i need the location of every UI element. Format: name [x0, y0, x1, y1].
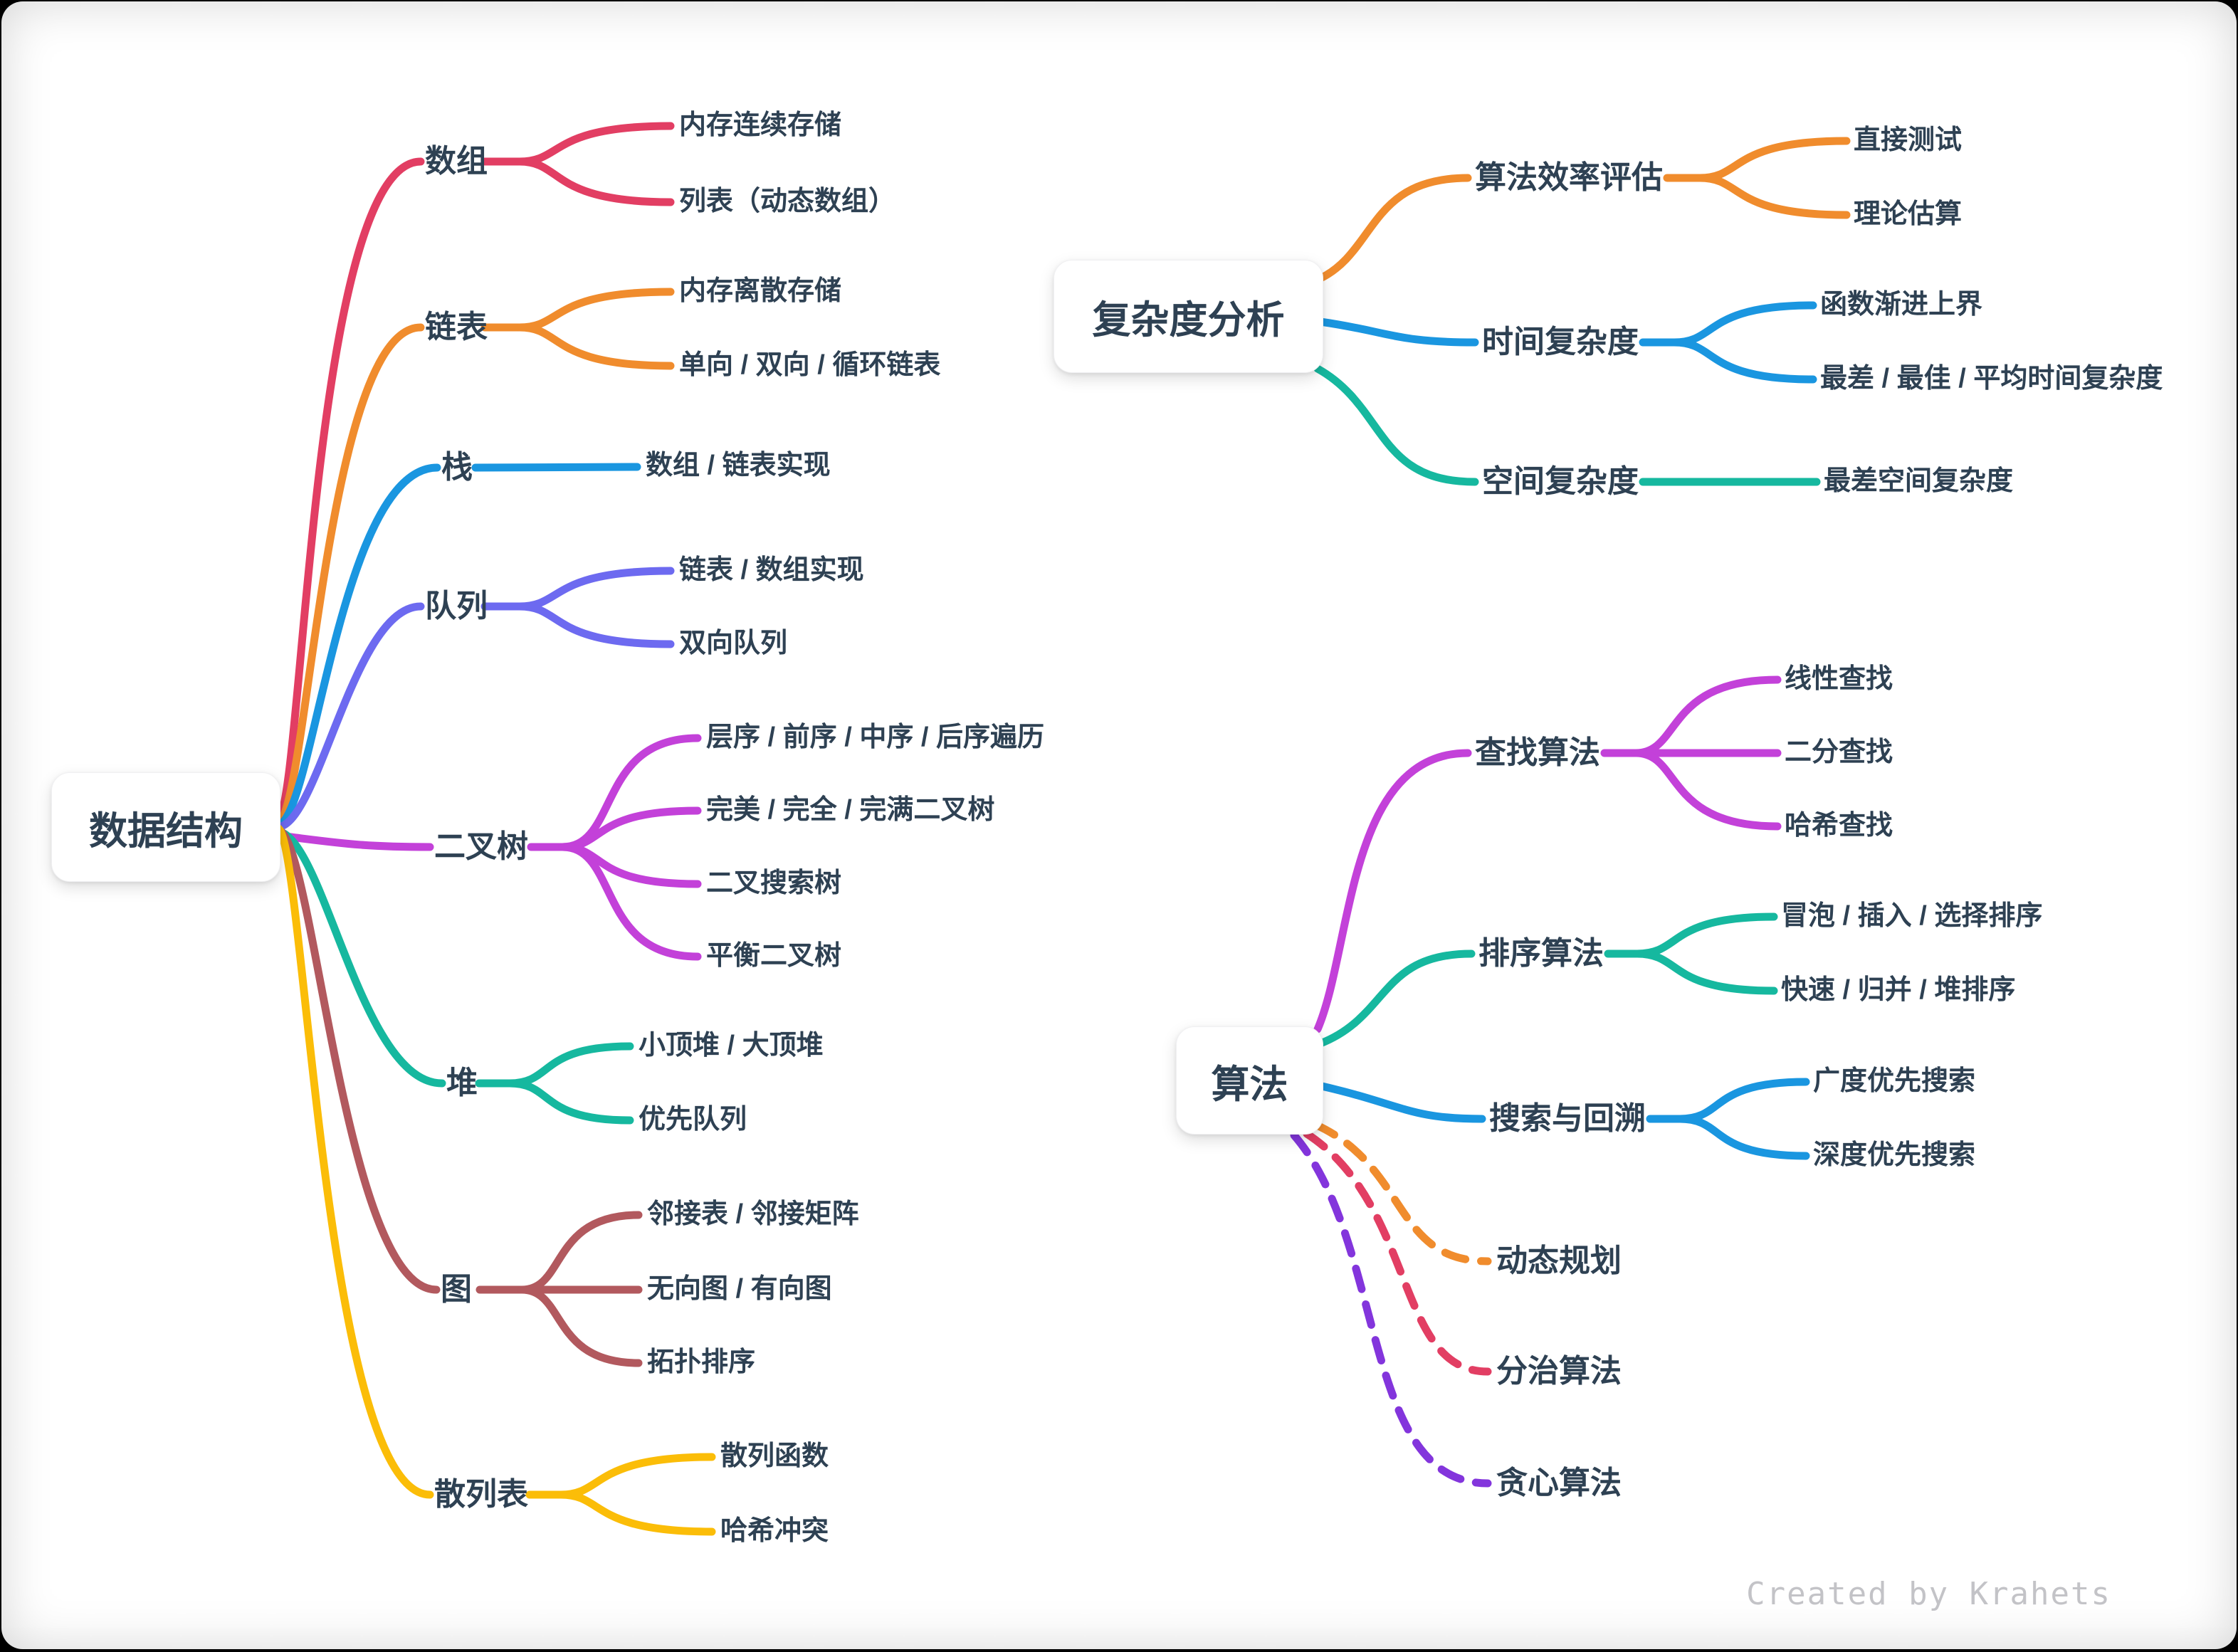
- node-theoretical-estimation[interactable]: 理论估算: [1854, 200, 1962, 230]
- edge-array-child-1: [520, 162, 671, 202]
- edge-root-linked-list: [278, 327, 421, 823]
- edge-root-space-complexity: [1318, 369, 1475, 482]
- branch-dynamic-programming[interactable]: 动态规划: [1496, 1244, 1622, 1278]
- edge-efficiency-child-1: [1700, 178, 1846, 215]
- branch-search-backtracking[interactable]: 搜索与回溯: [1489, 1102, 1646, 1136]
- node-direct-testing[interactable]: 直接测试: [1854, 126, 1962, 156]
- edge-hash-table-child-1: [561, 1495, 712, 1532]
- edge-root-efficiency: [1319, 178, 1468, 279]
- edge-graph-child-2: [522, 1290, 639, 1363]
- branch-greedy[interactable]: 贪心算法: [1496, 1466, 1622, 1500]
- credit-text: Created by Krahets: [1746, 1576, 2111, 1612]
- edge-binary-tree-child-1: [562, 811, 698, 847]
- node-linked-list-memory[interactable]: 内存离散存储: [679, 277, 841, 307]
- node-linked-list-types[interactable]: 单向 / 双向 / 循环链表: [679, 351, 940, 381]
- node-binary-search-tree[interactable]: 二叉搜索树: [706, 869, 841, 899]
- node-heap-types[interactable]: 小顶堆 / 大顶堆: [639, 1031, 824, 1061]
- node-graph-adjacency[interactable]: 邻接表 / 邻接矩阵: [647, 1200, 859, 1230]
- node-array-memory[interactable]: 内存连续存储: [679, 111, 841, 141]
- root-complexity-analysis[interactable]: 复杂度分析: [1054, 260, 1323, 373]
- root-data-structures-label: 数据结构: [89, 799, 243, 856]
- node-worst-space-complexity[interactable]: 最差空间复杂度: [1824, 467, 2013, 497]
- edge-queue-child-0: [520, 571, 671, 606]
- node-fast-sorts[interactable]: 快速 / 归并 / 堆排序: [1781, 976, 2015, 1006]
- edge-heap-child-1: [510, 1083, 630, 1120]
- edge-searching-child-2: [1636, 753, 1777, 826]
- edge-searching-child-0: [1636, 680, 1777, 753]
- node-topological-sort[interactable]: 拓扑排序: [647, 1348, 755, 1378]
- edge-time-child-1: [1674, 342, 1813, 379]
- branch-array[interactable]: 数组: [425, 144, 488, 179]
- edge-time-child-0: [1674, 305, 1813, 342]
- node-dfs[interactable]: 深度优先搜索: [1813, 1141, 1975, 1171]
- branch-time-complexity[interactable]: 时间复杂度: [1482, 325, 1639, 359]
- edge-heap-child-0: [510, 1046, 630, 1083]
- root-complexity-analysis-label: 复杂度分析: [1093, 288, 1285, 344]
- edge-root-time-complexity: [1320, 322, 1475, 342]
- node-stack-impl[interactable]: 数组 / 链表实现: [646, 451, 831, 481]
- branch-sorting[interactable]: 排序算法: [1478, 937, 1604, 971]
- node-binary-tree-traversal[interactable]: 层序 / 前序 / 中序 / 后序遍历: [706, 723, 1044, 753]
- branch-efficiency-evaluation[interactable]: 算法效率评估: [1475, 161, 1663, 195]
- edge-backtracking-child-0: [1680, 1082, 1806, 1119]
- branch-stack[interactable]: 栈: [441, 451, 473, 485]
- node-hash-collision[interactable]: 哈希冲突: [720, 1517, 829, 1547]
- branch-linked-list[interactable]: 链表: [425, 310, 488, 344]
- branch-searching[interactable]: 查找算法: [1475, 736, 1600, 770]
- edge-linked-list-child-0: [520, 292, 671, 327]
- edge-linked-list-child-1: [520, 327, 671, 366]
- edge-stack-child-0: [476, 467, 637, 468]
- node-binary-search[interactable]: 二分查找: [1785, 738, 1893, 768]
- edge-array-child-0: [520, 126, 671, 162]
- edge-backtracking-child-1: [1680, 1119, 1806, 1156]
- node-binary-tree-types[interactable]: 完美 / 完全 / 完满二叉树: [706, 796, 994, 826]
- edge-hash-table-child-0: [561, 1457, 712, 1495]
- edge-efficiency-child-0: [1700, 141, 1846, 178]
- node-simple-sorts[interactable]: 冒泡 / 插入 / 选择排序: [1781, 902, 2042, 932]
- edge-root-sorting: [1320, 954, 1471, 1043]
- edge-root-graph: [278, 829, 436, 1290]
- node-hash-function[interactable]: 散列函数: [720, 1442, 829, 1472]
- node-bfs[interactable]: 广度优先搜索: [1813, 1067, 1975, 1097]
- branch-heap[interactable]: 堆: [446, 1066, 478, 1100]
- edge-binary-tree-child-0: [562, 738, 698, 847]
- edge-root-backtracking: [1322, 1086, 1482, 1119]
- branch-queue[interactable]: 队列: [425, 589, 488, 624]
- branch-binary-tree[interactable]: 二叉树: [434, 830, 528, 864]
- edge-root-dynamic-programming: [1315, 1125, 1488, 1261]
- branch-graph[interactable]: 图: [441, 1273, 472, 1307]
- node-asymptotic-upper-bound[interactable]: 函数渐进上界: [1820, 290, 1982, 320]
- edge-root-hash-table: [278, 828, 430, 1495]
- branch-space-complexity[interactable]: 空间复杂度: [1482, 465, 1639, 499]
- node-array-list[interactable]: 列表（动态数组）: [679, 187, 895, 217]
- edge-graph-child-0: [522, 1215, 639, 1290]
- root-data-structures[interactable]: 数据结构: [51, 772, 280, 882]
- node-queue-deque[interactable]: 双向队列: [679, 629, 787, 659]
- node-time-complexity-cases[interactable]: 最差 / 最佳 / 平均时间复杂度: [1820, 364, 2163, 394]
- edge-root-greedy: [1294, 1135, 1488, 1483]
- node-balanced-binary-tree[interactable]: 平衡二叉树: [706, 942, 841, 972]
- node-hash-search[interactable]: 哈希查找: [1785, 811, 1893, 841]
- edge-root-divide-conquer: [1307, 1134, 1488, 1372]
- edge-sorting-child-1: [1637, 954, 1774, 991]
- edge-root-binary-tree: [279, 836, 430, 847]
- root-algorithms[interactable]: 算法: [1176, 1026, 1323, 1135]
- node-graph-directed[interactable]: 无向图 / 有向图: [647, 1275, 832, 1305]
- edge-binary-tree-child-3: [562, 847, 698, 957]
- node-priority-queue[interactable]: 优先队列: [639, 1105, 747, 1135]
- root-algorithms-label: 算法: [1212, 1053, 1288, 1109]
- branch-hash-table[interactable]: 散列表: [434, 1478, 528, 1512]
- node-queue-impl[interactable]: 链表 / 数组实现: [679, 556, 864, 586]
- node-linear-search[interactable]: 线性查找: [1785, 665, 1893, 695]
- branch-divide-conquer[interactable]: 分治算法: [1496, 1354, 1622, 1389]
- edge-queue-child-1: [520, 606, 671, 644]
- edge-sorting-child-0: [1637, 917, 1774, 954]
